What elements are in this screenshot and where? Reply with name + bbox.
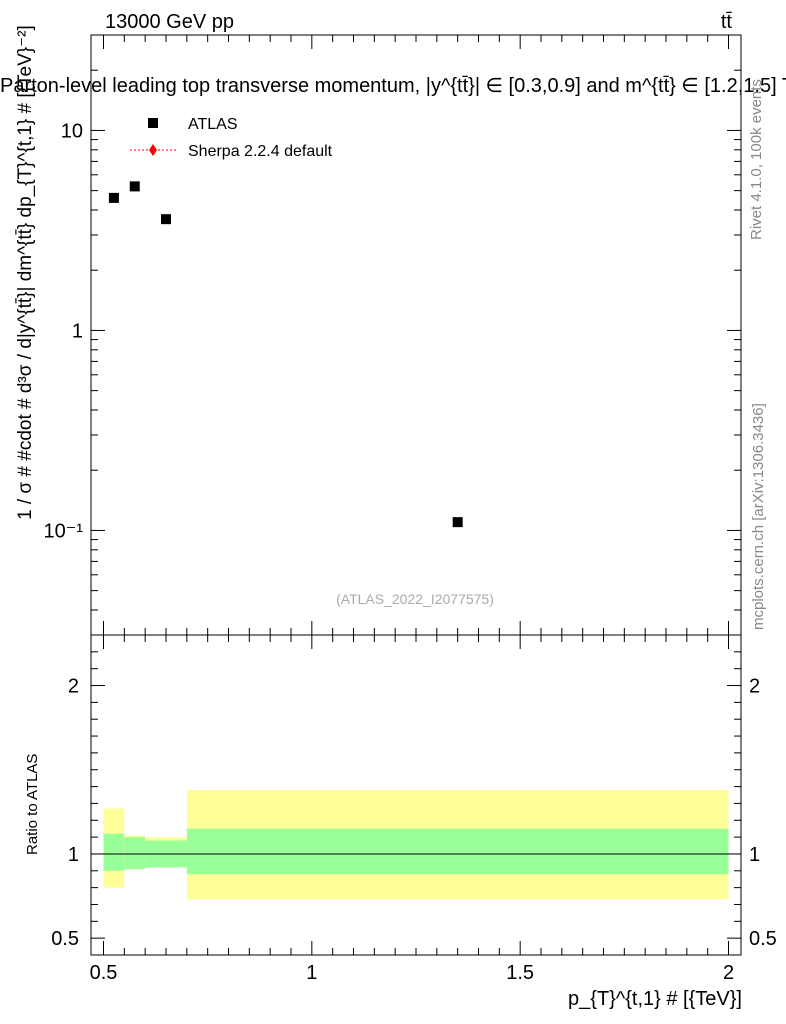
ratio-inner-band (186, 828, 729, 875)
main-y-tick-label: 10⁻¹ (44, 520, 84, 542)
atlas-data-point (452, 517, 463, 528)
legend-atlas-label: ATLAS (188, 116, 238, 133)
ratio-inner-band (103, 833, 125, 871)
rivet-version-label: Rivet 4.1.0, 100k events (748, 79, 765, 240)
x-tick-label: 1.5 (506, 962, 534, 984)
ratio-uncertainty-bands (103, 789, 729, 900)
ratio-inner-band (124, 837, 146, 870)
ratio-y-tick-label-right: 0.5 (749, 928, 777, 950)
ratio-y-tick-label: 2 (68, 676, 79, 698)
x-tick-label: 2 (723, 962, 734, 984)
main-y-tick-label: 10 (61, 120, 83, 142)
legend: ATLAS Sherpa 2.2.4 default (130, 116, 333, 160)
ratio-y-tick-label-right: 2 (749, 676, 760, 698)
legend-atlas-marker (148, 118, 158, 128)
analysis-watermark: (ATLAS_2022_I2077575) (336, 591, 494, 607)
energy-label: 13000 GeV pp (105, 11, 234, 33)
ratio-axis-ticks: 0.5 0.5 1 1 2 2 0.5 1 1.5 2 (51, 635, 777, 984)
ratio-y-tick-label: 0.5 (51, 928, 79, 950)
main-y-axis-label: 1 / σ # #cdot # d³σ / d|y^{tt̄}| dm^{tt̄… (15, 25, 36, 520)
ratio-y-axis-label: Ratio to ATLAS (24, 754, 41, 855)
plot-title: Parton-level leading top transverse mome… (0, 75, 786, 97)
main-data-points (108, 181, 463, 528)
x-axis-label: p_{T}^{t,1} # [{TeV}] (568, 988, 742, 1010)
x-tick-label: 0.5 (90, 962, 118, 984)
x-tick-label: 1 (306, 962, 317, 984)
atlas-data-point (161, 214, 171, 225)
atlas-data-point (129, 181, 140, 192)
main-axis-ticks: 10⁻¹ 1 10 (44, 34, 741, 636)
main-y-tick-label: 1 (72, 320, 83, 342)
legend-sherpa-marker (149, 144, 157, 156)
ratio-y-tick-label-right: 1 (749, 844, 760, 866)
mcplots-label: mcplots.cern.ch [arXiv:1306.3436] (750, 403, 767, 630)
ratio-y-tick-label: 1 (68, 844, 79, 866)
atlas-data-point (108, 192, 119, 203)
legend-sherpa-label: Sherpa 2.2.4 default (188, 143, 333, 160)
process-label: tt̄ (721, 11, 733, 33)
